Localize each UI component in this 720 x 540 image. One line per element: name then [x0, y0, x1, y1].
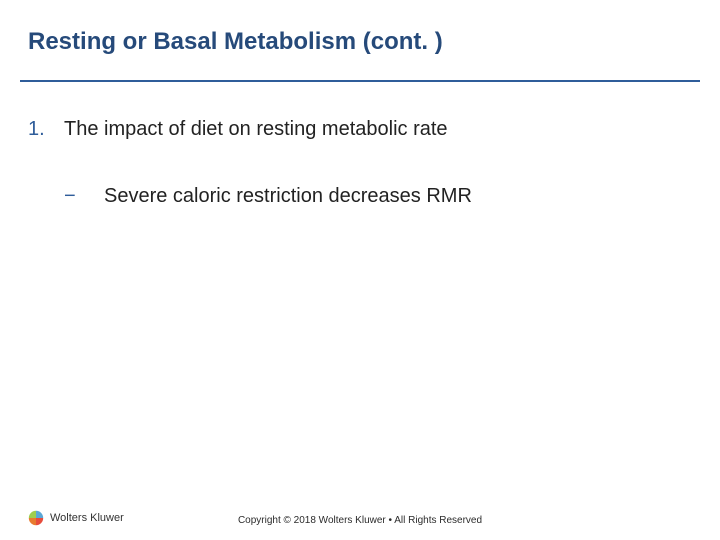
- list-item: 1. The impact of diet on resting metabol…: [28, 118, 692, 141]
- copyright-footer: Copyright © 2018 Wolters Kluwer • All Ri…: [0, 515, 720, 526]
- list-text: The impact of diet on resting metabolic …: [64, 118, 448, 141]
- sublist-item: − Severe caloric restriction decreases R…: [64, 185, 692, 208]
- list-marker: 1.: [28, 118, 64, 141]
- sublist-marker: −: [64, 185, 104, 208]
- title-underline: [20, 80, 700, 82]
- slide: Resting or Basal Metabolism (cont. ) 1. …: [0, 0, 720, 540]
- sublist-text: Severe caloric restriction decreases RMR: [104, 185, 472, 208]
- slide-title: Resting or Basal Metabolism (cont. ): [28, 28, 692, 56]
- content-area: 1. The impact of diet on resting metabol…: [28, 118, 692, 208]
